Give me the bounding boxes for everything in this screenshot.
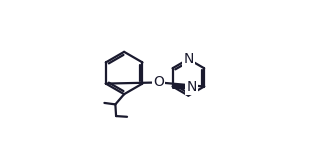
Text: O: O	[153, 75, 164, 89]
Text: N: N	[183, 52, 194, 66]
Text: N: N	[186, 80, 196, 93]
